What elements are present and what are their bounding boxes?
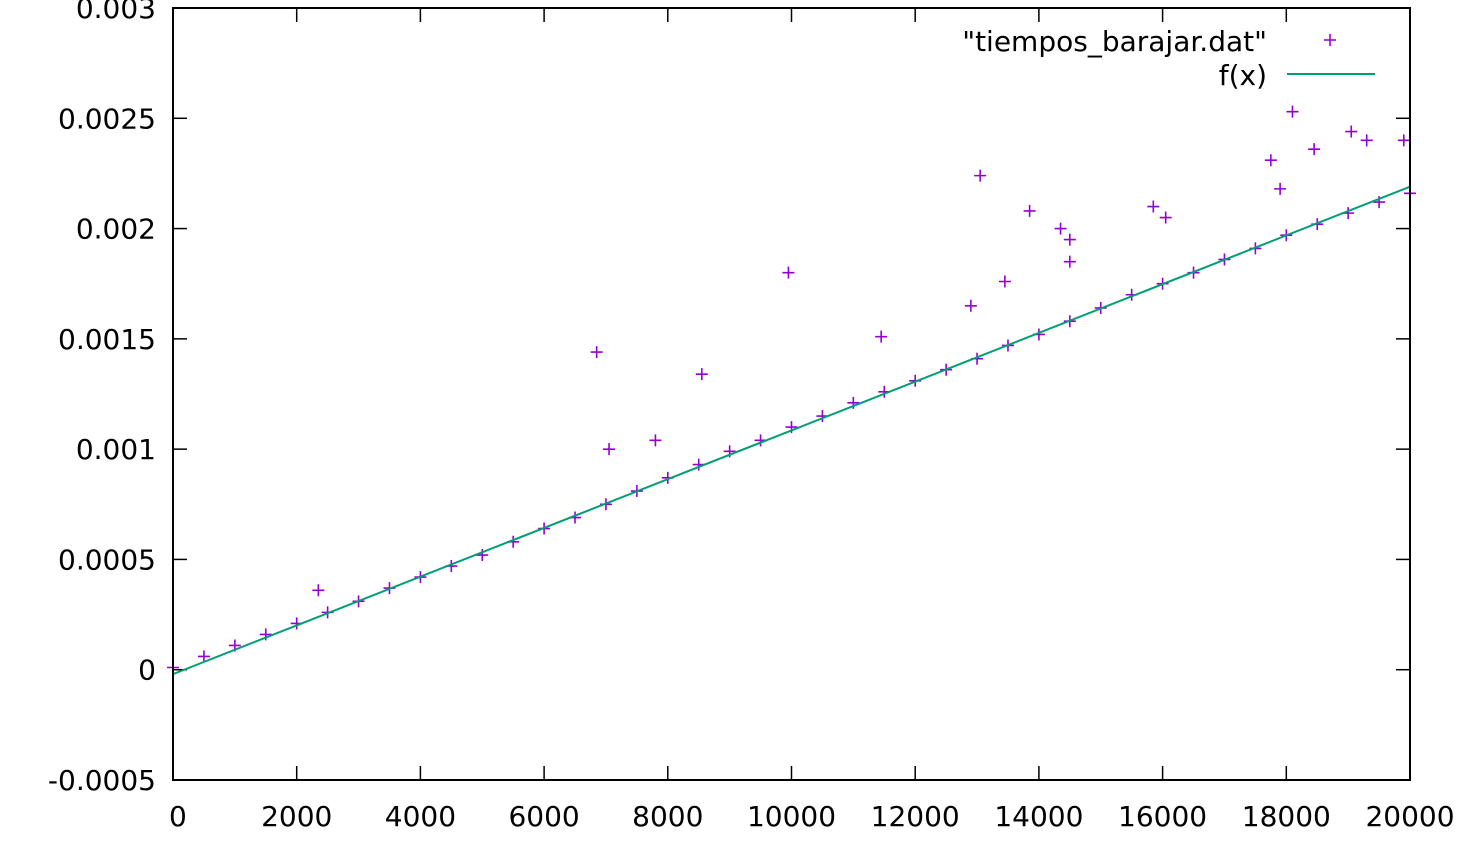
data-point-outlier: [1054, 222, 1067, 235]
y-tick-label: 0.0025: [58, 102, 156, 135]
x-tick-label: 10000: [747, 800, 836, 833]
data-point-outlier: [998, 275, 1011, 288]
fit-line: [172, 185, 1411, 676]
x-tick-label: 8000: [632, 800, 703, 833]
tick-labels-layer: 0 2000 4000 6000 8000 10000 12000 14000 16000 180…: [48, 0, 1455, 833]
x-tick-label: 2000: [261, 800, 332, 833]
data-point-outlier: [1360, 134, 1373, 147]
y-tick-label: 0: [138, 654, 156, 687]
data-point: [476, 549, 489, 562]
data-point: [197, 650, 210, 663]
y-tick-label: -0.0005: [48, 764, 156, 797]
fit-line-layer: [172, 185, 1411, 676]
data-point-outlier: [649, 434, 662, 447]
x-tick-label: 20000: [1365, 800, 1454, 833]
x-tick-label: 0: [169, 800, 187, 833]
x-tick-label: 12000: [871, 800, 960, 833]
data-point-outlier: [974, 169, 987, 182]
legend-plus-marker: [1324, 34, 1336, 46]
y-tick-label: 0.0015: [58, 323, 156, 356]
y-tick-label: 0.0005: [58, 543, 156, 576]
ticks-layer: [172, 7, 1411, 781]
y-tick-label: 0.001: [76, 433, 156, 466]
y-tick-label: 0.003: [76, 0, 156, 25]
data-point-outlier: [312, 584, 325, 597]
data-point-outlier: [1286, 105, 1299, 118]
x-tick-label: 4000: [385, 800, 456, 833]
data-point-outlier: [782, 266, 795, 279]
legend-label-fit: f(x): [1219, 59, 1267, 92]
data-point-outlier: [1159, 211, 1172, 224]
data-point-outlier: [1274, 182, 1287, 195]
legend: "tiempos_barajar.dat" f(x): [962, 25, 1375, 92]
y-tick-label: 0.002: [76, 213, 156, 246]
data-point-outlier: [875, 330, 888, 343]
x-tick-label: 18000: [1242, 800, 1331, 833]
data-point-outlier: [1147, 200, 1160, 213]
data-point-outlier: [1308, 143, 1321, 156]
legend-marker-data: [1324, 34, 1336, 46]
data-point-outlier: [695, 368, 708, 381]
legend-label-data: "tiempos_barajar.dat": [962, 25, 1267, 58]
data-point-outlier: [590, 346, 603, 359]
x-tick-label: 14000: [994, 800, 1083, 833]
data-point-outlier: [1063, 255, 1076, 268]
x-tick-label: 16000: [1118, 800, 1207, 833]
data-point-outlier: [1023, 204, 1036, 217]
data-point-outlier: [964, 299, 977, 312]
data-point-outlier: [1345, 125, 1358, 138]
data-point-outlier: [603, 443, 616, 456]
plot-frame: [172, 7, 1411, 781]
data-point-outlier: [1264, 154, 1277, 167]
scatter-points: [167, 105, 1416, 674]
data-point-outlier: [1063, 233, 1076, 246]
data-point-outlier: [1397, 134, 1410, 147]
x-tick-label: 6000: [508, 800, 579, 833]
